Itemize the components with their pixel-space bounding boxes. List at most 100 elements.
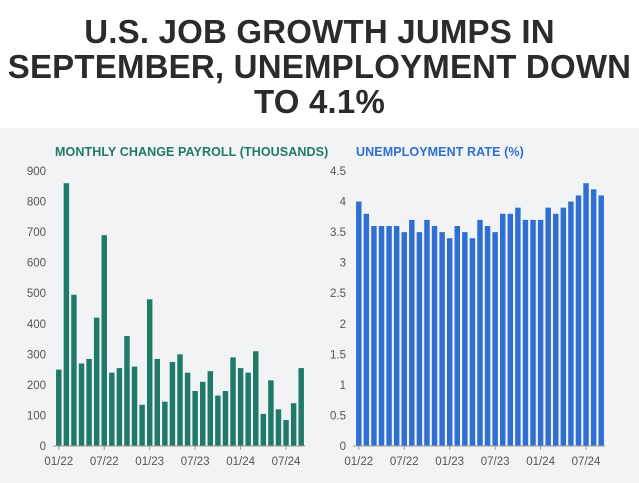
payroll-bar-12-23	[230, 357, 236, 446]
payroll-bar-02-24	[245, 372, 251, 446]
unemployment-bar-09-22	[416, 232, 423, 446]
payroll-bar-09-24	[298, 368, 304, 446]
unemployment-y-tick-label: 0.5	[330, 410, 346, 422]
unemployment-x-tick-label: 01/23	[435, 456, 464, 468]
unemployment-bar-07-23	[492, 232, 498, 446]
unemployment-y-tick-label: 0	[340, 441, 346, 453]
unemployment-y-tick-label: 4	[340, 197, 347, 209]
unemployment-bar-07-24	[583, 183, 589, 446]
payroll-x-tick-label: 07/23	[181, 456, 210, 468]
payroll-bar-01-23	[146, 299, 153, 446]
unemployment-bar-06-24	[575, 195, 582, 446]
payroll-chart-title: MONTHLY CHANGE PAYROLL (THOUSANDS)	[55, 145, 329, 159]
unemployment-bar-04-22	[378, 226, 385, 446]
payroll-bar-05-23	[177, 354, 183, 446]
payroll-bar-10-23	[215, 395, 221, 446]
payroll-bar-11-22	[131, 366, 138, 446]
payroll-bar-02-23	[154, 358, 160, 446]
unemployment-bar-08-22	[409, 219, 415, 446]
payroll-bar-08-23	[200, 381, 206, 446]
payroll-bar-08-22	[109, 372, 115, 446]
payroll-bar-03-24	[253, 351, 259, 446]
headline: U.S. JOB GROWTH JUMPS IN SEPTEMBER, UNEM…	[7, 13, 632, 120]
unemployment-bar-11-22	[431, 226, 438, 446]
unemployment-bar-05-23	[477, 219, 483, 446]
payroll-bar-07-23	[192, 391, 198, 446]
unemployment-bar-03-22	[371, 226, 377, 446]
unemployment-x-tick-label: 01/22	[344, 456, 373, 468]
payroll-y-tick-label: 900	[27, 166, 46, 178]
payroll-y-tick-label: 200	[27, 380, 46, 392]
unemployment-bar-08-23	[500, 213, 506, 446]
unemployment-bar-03-23	[462, 232, 468, 446]
unemployment-x-tick-label: 07/24	[572, 456, 601, 468]
payroll-x-tick-label: 01/24	[226, 456, 255, 468]
payroll-bar-11-23	[222, 391, 229, 446]
payroll-x-tick-label: 01/23	[135, 456, 164, 468]
payroll-y-tick-label: 0	[40, 441, 46, 453]
unemployment-bar-08-24	[590, 189, 597, 446]
unemployment-bar-04-23	[469, 238, 476, 446]
unemployment-bar-06-22	[393, 226, 400, 446]
unemployment-bar-09-24	[598, 195, 604, 446]
payroll-bar-09-23	[207, 371, 214, 446]
payroll-bar-03-22	[71, 294, 77, 446]
unemployment-bar-04-24	[560, 207, 567, 446]
payroll-y-tick-label: 600	[27, 258, 46, 270]
unemployment-bar-10-23	[515, 207, 521, 446]
payroll-bar-01-22	[56, 369, 62, 446]
payroll-bar-10-22	[124, 336, 130, 446]
payroll-bar-09-22	[116, 368, 123, 446]
payroll-bar-01-24	[237, 368, 244, 446]
unemployment-y-tick-label: 1	[340, 380, 346, 392]
payroll-y-tick-label: 800	[27, 197, 46, 209]
unemployment-y-tick-label: 3.5	[330, 227, 346, 239]
payroll-bar-06-24	[275, 409, 282, 446]
unemployment-bar-03-24	[553, 213, 559, 446]
unemployment-bar-10-22	[424, 219, 430, 446]
unemployment-bar-01-23	[446, 238, 453, 446]
unemployment-bar-11-23	[522, 219, 529, 446]
unemployment-bar-02-22	[363, 213, 370, 446]
unemployment-bar-01-22	[356, 201, 362, 446]
payroll-y-tick-label: 300	[27, 349, 46, 361]
payroll-bar-04-24	[260, 413, 267, 446]
unemployment-y-tick-label: 4.5	[330, 166, 346, 178]
unemployment-bar-05-22	[386, 226, 392, 446]
unemployment-y-tick-label: 3	[340, 258, 346, 270]
payroll-y-tick-label: 500	[27, 288, 46, 300]
unemployment-bar-05-24	[568, 201, 574, 446]
payroll-bar-07-22	[101, 235, 107, 446]
payroll-bar-06-23	[184, 372, 191, 446]
payroll-bar-05-22	[86, 358, 92, 446]
payroll-bar-07-24	[283, 420, 289, 446]
unemployment-x-tick-label: 01/24	[526, 456, 555, 468]
payroll-bar-02-22	[63, 183, 70, 446]
payroll-bar-06-22	[93, 317, 100, 446]
payroll-y-tick-label: 100	[27, 410, 46, 422]
unemployment-bar-09-23	[507, 213, 514, 446]
unemployment-chart-title: UNEMPLOYMENT RATE (%)	[356, 145, 524, 159]
payroll-bar-04-22	[78, 363, 85, 446]
payroll-bar-08-24	[290, 403, 297, 446]
unemployment-bar-07-22	[401, 232, 407, 446]
unemployment-x-tick-label: 07/23	[481, 456, 510, 468]
payroll-x-tick-label: 07/22	[90, 456, 119, 468]
unemployment-bar-02-23	[454, 226, 460, 446]
unemployment-bar-12-23	[530, 219, 536, 446]
payroll-x-tick-label: 01/22	[44, 456, 73, 468]
payroll-bar-03-23	[162, 401, 168, 446]
unemployment-x-tick-label: 07/22	[390, 456, 419, 468]
unemployment-bar-02-24	[545, 207, 551, 446]
payroll-bar-04-23	[169, 361, 176, 446]
unemployment-y-tick-label: 2	[340, 319, 346, 331]
payroll-x-tick-label: 07/24	[272, 456, 301, 468]
unemployment-bar-01-24	[537, 219, 544, 446]
payroll-bar-12-22	[139, 404, 145, 446]
unemployment-bar-06-23	[484, 226, 491, 446]
unemployment-y-tick-label: 2.5	[330, 288, 346, 300]
unemployment-y-tick-label: 1.5	[330, 349, 346, 361]
payroll-bar-05-24	[268, 380, 274, 446]
payroll-y-tick-label: 400	[27, 319, 46, 331]
